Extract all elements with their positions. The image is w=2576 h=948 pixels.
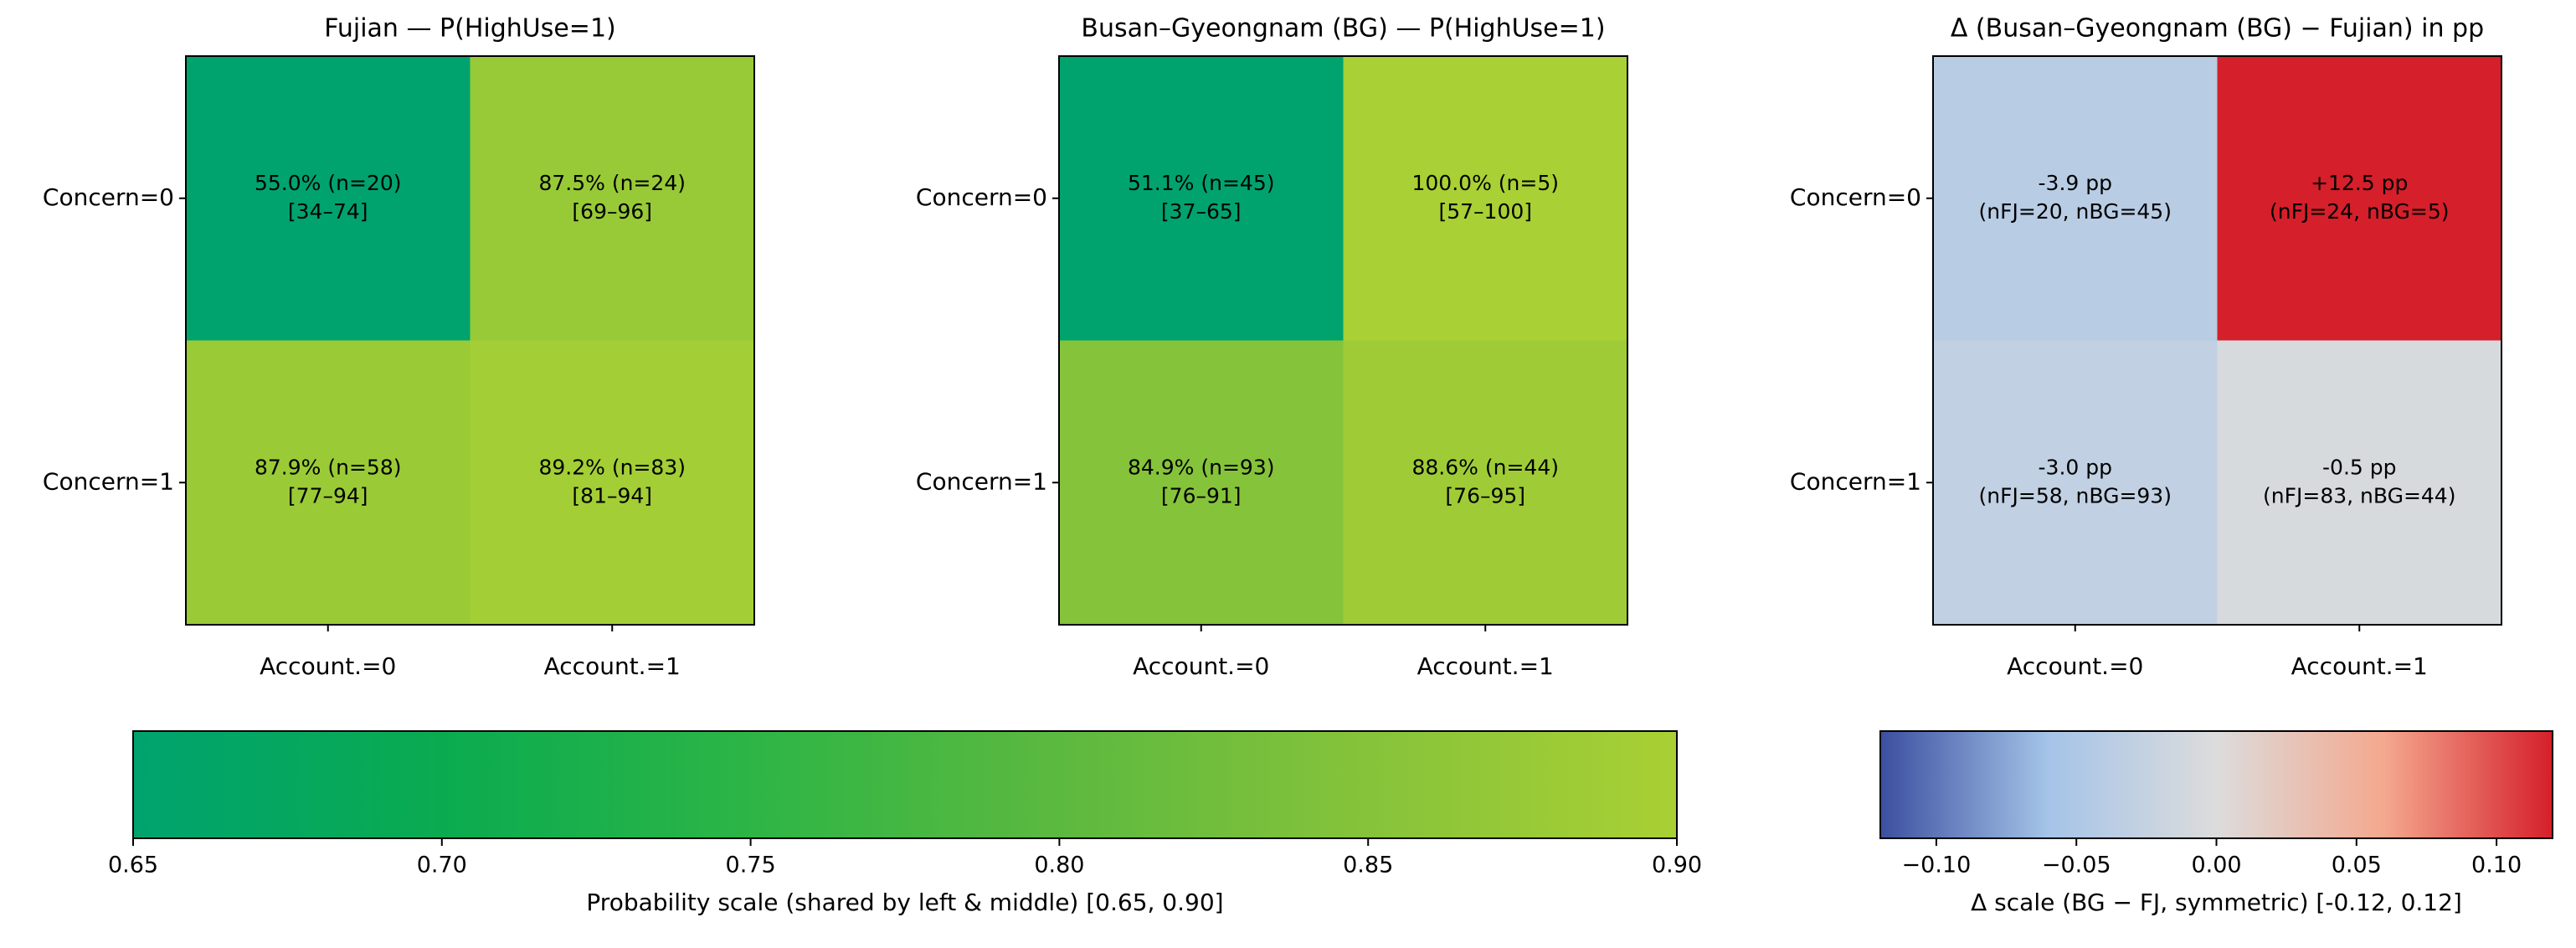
heatmap-title: Fujian — P(HighUse=1) xyxy=(324,14,616,44)
x-tick-label: Account.=0 xyxy=(2007,652,2143,680)
colorbar-tick-label: 0.00 xyxy=(2191,853,2241,878)
cell-interval-label: [37–65] xyxy=(1161,199,1242,224)
colorbar-tick-label: 0.80 xyxy=(1034,853,1084,878)
cell-value-label: -3.9 pp xyxy=(2039,171,2112,195)
colorbar-tick-label: 0.65 xyxy=(108,853,158,878)
colorbar-tick-label: −0.10 xyxy=(1902,853,1972,878)
x-tick-label: Account.=0 xyxy=(1133,652,1269,680)
x-tick-label: Account.=1 xyxy=(2291,652,2428,680)
colorbar-tick-label: 0.70 xyxy=(417,853,467,878)
heatmap-frame xyxy=(1932,55,2502,626)
y-tick-label: Concern=1 xyxy=(916,467,1047,495)
cell-value-label: 87.9% (n=58) xyxy=(255,455,401,479)
heatmap-cell xyxy=(186,56,470,341)
heatmap-cell xyxy=(1933,340,2218,625)
heatmap-cell xyxy=(2217,56,2501,341)
colorbar-tick-label: −0.05 xyxy=(2042,853,2111,878)
y-tick-label: Concern=0 xyxy=(916,183,1047,211)
colorbar-tick-label: 0.10 xyxy=(2471,853,2522,878)
cell-interval-label: (nFJ=24, nBG=5) xyxy=(2270,199,2450,224)
heatmap-cell xyxy=(470,56,754,341)
cell-interval-label: [69–96] xyxy=(572,199,652,224)
heatmap-title: Busan–Gyeongnam (BG) — P(HighUse=1) xyxy=(1081,14,1605,44)
heatmap-frame xyxy=(185,55,755,626)
cell-value-label: 87.5% (n=24) xyxy=(539,171,686,195)
heatmap-title: Δ (Busan–Gyeongnam (BG) − Fujian) in pp xyxy=(1951,14,2484,44)
cell-value-label: 84.9% (n=93) xyxy=(1128,455,1274,479)
heatmap-cell xyxy=(1933,56,2218,341)
x-tick-label: Account.=1 xyxy=(1417,652,1554,680)
colorbar-tick-label: 0.05 xyxy=(2332,853,2382,878)
heatmap-cell xyxy=(2217,340,2501,625)
cell-value-label: +12.5 pp xyxy=(2311,171,2408,195)
cell-value-label: 100.0% (n=5) xyxy=(1412,171,1559,195)
heatmap-cell xyxy=(1343,340,1627,625)
cell-interval-label: [57–100] xyxy=(1438,199,1532,224)
cell-interval-label: [34–74] xyxy=(288,199,368,224)
heatmap-frame xyxy=(1058,55,1628,626)
colorbar-label: Probability scale (shared by left & midd… xyxy=(586,889,1223,916)
heatmap-cell xyxy=(1059,340,1344,625)
heatmap-cell xyxy=(1059,56,1344,341)
colorbar xyxy=(132,730,1678,839)
y-tick-label: Concern=0 xyxy=(43,183,174,211)
cell-interval-label: (nFJ=20, nBG=45) xyxy=(1979,199,2172,224)
cell-value-label: 88.6% (n=44) xyxy=(1412,455,1559,479)
heatmap-cell xyxy=(186,340,470,625)
cell-value-label: -3.0 pp xyxy=(2039,455,2112,479)
colorbar-tick-label: 0.90 xyxy=(1652,853,1702,878)
cell-value-label: 89.2% (n=83) xyxy=(539,455,686,479)
cell-interval-label: [76–95] xyxy=(1445,483,1525,507)
cell-interval-label: (nFJ=58, nBG=93) xyxy=(1979,483,2172,507)
cell-interval-label: [81–94] xyxy=(572,483,652,507)
cell-interval-label: [76–91] xyxy=(1161,483,1242,507)
heatmap-cell xyxy=(470,340,754,625)
colorbar-label: Δ scale (BG − FJ, symmetric) [-0.12, 0.1… xyxy=(1971,889,2462,916)
cell-interval-label: [77–94] xyxy=(288,483,368,507)
y-tick-label: Concern=0 xyxy=(1790,183,1921,211)
colorbar xyxy=(1879,730,2553,839)
y-tick-label: Concern=1 xyxy=(1790,467,1921,495)
heatmap-cell xyxy=(1343,56,1627,341)
colorbar-tick-label: 0.85 xyxy=(1343,853,1393,878)
y-tick-label: Concern=1 xyxy=(43,467,174,495)
cell-value-label: -0.5 pp xyxy=(2322,455,2396,479)
cell-interval-label: (nFJ=83, nBG=44) xyxy=(2263,483,2455,507)
x-tick-label: Account.=0 xyxy=(260,652,396,680)
cell-value-label: 51.1% (n=45) xyxy=(1128,171,1274,195)
colorbar-tick-label: 0.75 xyxy=(726,853,776,878)
x-tick-label: Account.=1 xyxy=(544,652,681,680)
cell-value-label: 55.0% (n=20) xyxy=(255,171,401,195)
